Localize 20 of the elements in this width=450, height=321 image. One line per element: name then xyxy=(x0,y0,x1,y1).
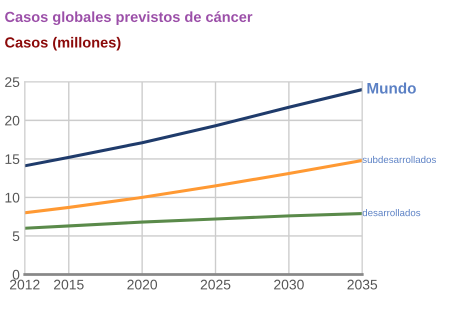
y-tick-label: 15 xyxy=(6,154,20,164)
line-series xyxy=(24,158,362,214)
y-tick-label: 20 xyxy=(5,116,20,126)
line-series xyxy=(24,88,362,168)
series-label: desarrollados xyxy=(362,209,420,216)
series-label: subdesarrollados xyxy=(362,156,436,164)
y-axis-title: Casos (millones) xyxy=(5,36,120,51)
y-tick-label: 10 xyxy=(6,192,20,203)
y-tick-label: 25 xyxy=(5,77,20,88)
x-tick-label: 2025 xyxy=(200,280,230,290)
line-series xyxy=(24,212,362,230)
y-tick-label: 5 xyxy=(12,231,20,242)
x-tick-label: 2015 xyxy=(54,280,84,290)
x-tick-label: 2035 xyxy=(348,280,378,290)
x-tick-label: 2020 xyxy=(127,280,158,290)
x-tick-label: 2012 xyxy=(10,280,40,290)
chart-title: Casos globales previstos de cáncer xyxy=(5,11,252,26)
series-label: Mundo xyxy=(367,82,416,94)
x-tick-label: 2030 xyxy=(274,280,304,290)
y-tick-label: 0 xyxy=(12,270,20,280)
